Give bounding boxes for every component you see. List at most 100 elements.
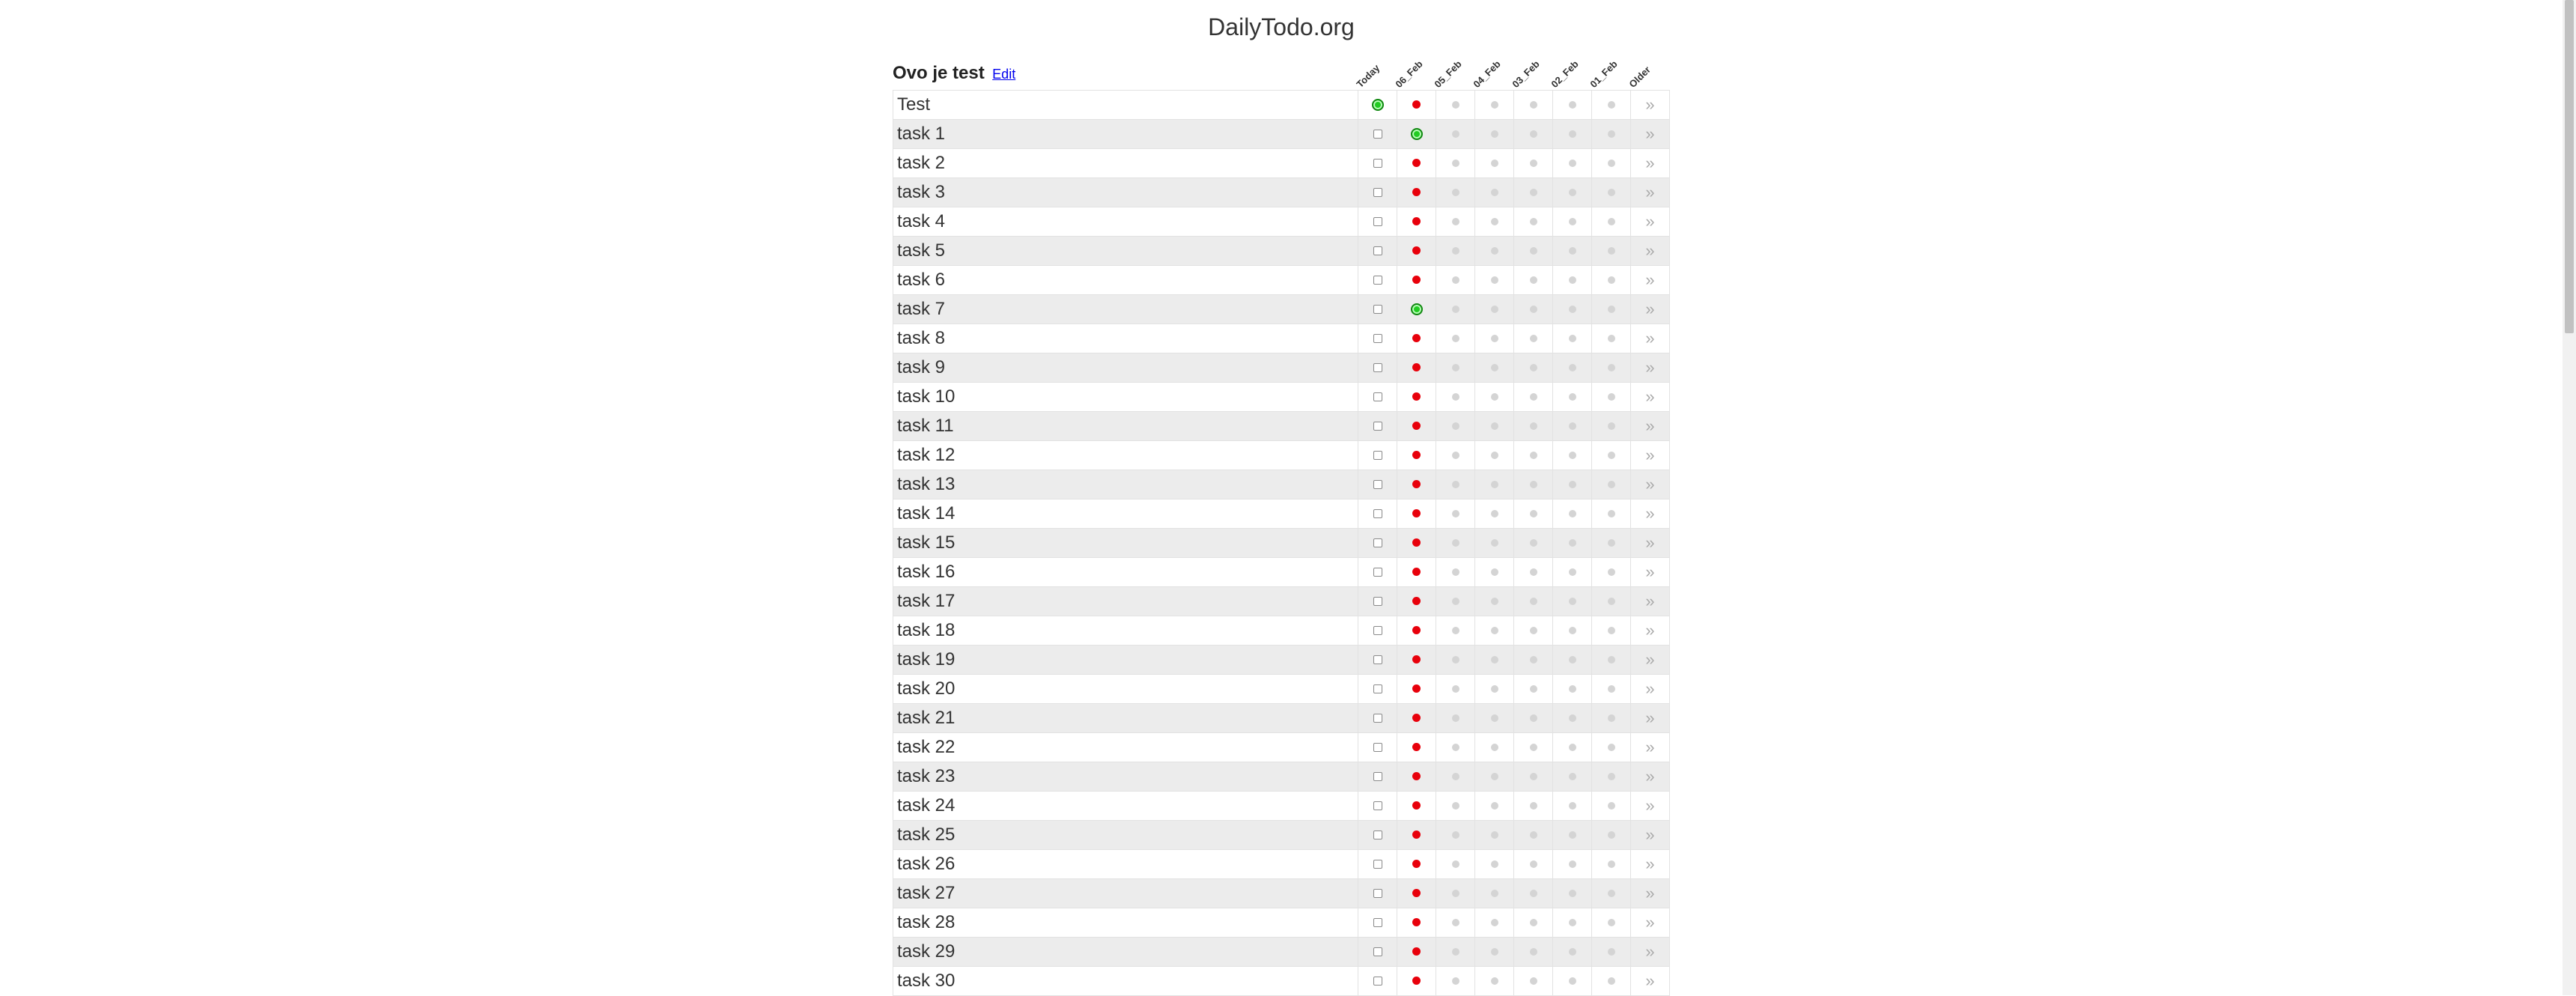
missed-status-icon[interactable] xyxy=(1412,801,1421,810)
day-cell[interactable] xyxy=(1436,966,1475,996)
empty-status-icon[interactable] xyxy=(1451,188,1459,196)
day-cell[interactable] xyxy=(1358,90,1397,120)
day-cell[interactable] xyxy=(1552,878,1592,908)
empty-status-icon[interactable] xyxy=(1568,889,1576,897)
day-cell[interactable] xyxy=(1436,791,1475,821)
older-arrow-icon[interactable]: » xyxy=(1645,153,1655,172)
day-cell[interactable] xyxy=(1397,791,1436,821)
empty-status-icon[interactable] xyxy=(1451,889,1459,897)
empty-status-icon[interactable] xyxy=(1490,159,1498,167)
task-name[interactable]: task 11 xyxy=(893,411,1358,441)
day-cell[interactable] xyxy=(1513,849,1553,879)
task-name[interactable]: task 19 xyxy=(893,645,1358,675)
empty-status-icon[interactable] xyxy=(1568,392,1576,401)
day-cell[interactable] xyxy=(1513,586,1553,616)
day-cell[interactable] xyxy=(1552,470,1592,499)
empty-status-icon[interactable] xyxy=(1490,830,1498,839)
day-cell[interactable] xyxy=(1552,791,1592,821)
missed-status-icon[interactable] xyxy=(1412,830,1421,839)
today-checkbox[interactable] xyxy=(1373,771,1382,781)
day-cell[interactable] xyxy=(1474,937,1514,967)
day-cell[interactable] xyxy=(1474,470,1514,499)
empty-status-icon[interactable] xyxy=(1607,860,1615,868)
empty-status-icon[interactable] xyxy=(1529,801,1537,810)
day-cell[interactable]: » xyxy=(1630,645,1670,675)
empty-status-icon[interactable] xyxy=(1529,626,1537,634)
older-arrow-icon[interactable]: » xyxy=(1645,883,1655,902)
older-arrow-icon[interactable]: » xyxy=(1645,971,1655,990)
page-scrollbar[interactable] xyxy=(2563,0,2576,995)
empty-status-icon[interactable] xyxy=(1529,246,1537,255)
day-cell[interactable] xyxy=(1591,177,1631,207)
day-cell[interactable] xyxy=(1591,586,1631,616)
empty-status-icon[interactable] xyxy=(1490,130,1498,138)
day-cell[interactable]: » xyxy=(1630,353,1670,383)
day-cell[interactable] xyxy=(1358,294,1397,324)
empty-status-icon[interactable] xyxy=(1490,392,1498,401)
day-cell[interactable] xyxy=(1513,645,1553,675)
empty-status-icon[interactable] xyxy=(1451,568,1459,576)
day-cell[interactable] xyxy=(1513,177,1553,207)
day-cell[interactable] xyxy=(1591,353,1631,383)
empty-status-icon[interactable] xyxy=(1607,480,1615,488)
today-checkbox[interactable] xyxy=(1373,129,1382,139)
empty-status-icon[interactable] xyxy=(1568,743,1576,751)
empty-status-icon[interactable] xyxy=(1529,392,1537,401)
today-checkbox[interactable] xyxy=(1373,976,1382,986)
today-checkbox[interactable] xyxy=(1373,538,1382,547)
empty-status-icon[interactable] xyxy=(1490,217,1498,225)
older-arrow-icon[interactable]: » xyxy=(1645,240,1655,260)
day-cell[interactable] xyxy=(1397,294,1436,324)
day-cell[interactable]: » xyxy=(1630,470,1670,499)
today-checkbox[interactable] xyxy=(1373,333,1382,343)
day-cell[interactable] xyxy=(1397,440,1436,470)
day-cell[interactable] xyxy=(1591,849,1631,879)
day-cell[interactable] xyxy=(1474,703,1514,733)
day-cell[interactable] xyxy=(1436,119,1475,149)
missed-status-icon[interactable] xyxy=(1412,860,1421,869)
task-name[interactable]: task 21 xyxy=(893,703,1358,733)
empty-status-icon[interactable] xyxy=(1490,188,1498,196)
day-cell[interactable] xyxy=(1513,324,1553,353)
day-cell[interactable] xyxy=(1397,499,1436,529)
empty-status-icon[interactable] xyxy=(1607,451,1615,459)
day-cell[interactable] xyxy=(1358,265,1397,295)
empty-status-icon[interactable] xyxy=(1568,246,1576,255)
empty-status-icon[interactable] xyxy=(1568,597,1576,605)
day-cell[interactable] xyxy=(1397,703,1436,733)
empty-status-icon[interactable] xyxy=(1568,100,1576,109)
empty-status-icon[interactable] xyxy=(1529,480,1537,488)
today-checkbox[interactable] xyxy=(1373,917,1382,927)
empty-status-icon[interactable] xyxy=(1607,947,1615,956)
empty-status-icon[interactable] xyxy=(1451,130,1459,138)
day-cell[interactable] xyxy=(1358,586,1397,616)
empty-status-icon[interactable] xyxy=(1490,597,1498,605)
day-cell[interactable]: » xyxy=(1630,236,1670,266)
older-arrow-icon[interactable]: » xyxy=(1645,941,1655,961)
day-cell[interactable] xyxy=(1474,119,1514,149)
empty-status-icon[interactable] xyxy=(1607,538,1615,547)
done-status-icon[interactable] xyxy=(1371,98,1384,111)
empty-status-icon[interactable] xyxy=(1451,714,1459,722)
today-checkbox[interactable] xyxy=(1373,625,1382,635)
empty-status-icon[interactable] xyxy=(1607,918,1615,926)
empty-status-icon[interactable] xyxy=(1490,626,1498,634)
day-cell[interactable] xyxy=(1358,382,1397,412)
empty-status-icon[interactable] xyxy=(1568,684,1576,693)
empty-status-icon[interactable] xyxy=(1451,363,1459,371)
day-cell[interactable] xyxy=(1552,849,1592,879)
today-checkbox[interactable] xyxy=(1373,713,1382,723)
day-cell[interactable]: » xyxy=(1630,674,1670,704)
day-cell[interactable] xyxy=(1513,616,1553,646)
older-arrow-icon[interactable]: » xyxy=(1645,211,1655,231)
day-cell[interactable]: » xyxy=(1630,557,1670,587)
empty-status-icon[interactable] xyxy=(1490,480,1498,488)
day-cell[interactable] xyxy=(1397,674,1436,704)
today-checkbox[interactable] xyxy=(1373,158,1382,168)
task-name[interactable]: task 2 xyxy=(893,148,1358,178)
day-cell[interactable] xyxy=(1552,966,1592,996)
day-cell[interactable] xyxy=(1397,586,1436,616)
empty-status-icon[interactable] xyxy=(1607,743,1615,751)
empty-status-icon[interactable] xyxy=(1490,977,1498,985)
empty-status-icon[interactable] xyxy=(1451,451,1459,459)
